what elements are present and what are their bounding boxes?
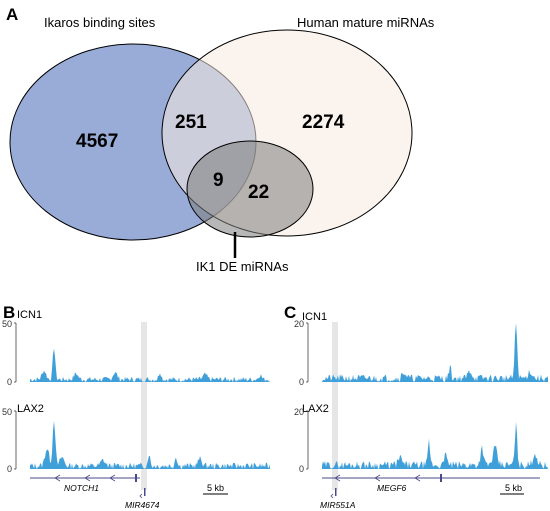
panel-letter-a: A [6,5,18,24]
mirna-arrow-b [139,493,143,499]
mirna-mark-c [335,488,337,496]
count-ikaros-only: 4567 [76,131,118,152]
count-mirna-only: 2274 [302,112,345,133]
panel-c: C ICN1 20 0 LAX2 20 0 MEGF6 MIR551A 5 kb [284,303,548,510]
track-label-b-icn1: ICN1 [17,309,42,321]
strand-arrows-b [54,474,116,482]
highlight-region-b [141,322,147,490]
gene-label-notch1: NOTCH1 [64,483,99,493]
scale-label-c: 5 kb [505,483,522,493]
panel-letter-c: C [284,303,296,322]
de-mirna-set-circle [186,140,314,238]
mirna-set-label: Human mature miRNAs [297,15,435,30]
count-all-three: 9 [213,170,224,191]
ymin-b-icn1: 0 [7,377,12,387]
mirna-label-c: MIR551A [320,500,356,510]
mirna-mark-b [144,488,146,496]
ikaros-set-label: Ikaros binding sites [44,15,156,30]
count-ikaros-mirna: 251 [175,112,207,133]
ymax-c-icn1: 20 [294,319,304,329]
mirna-label-b: MIR4674 [125,500,160,510]
track-label-b-lax2: LAX2 [17,403,44,415]
signal-track-c-lax2 [322,421,548,469]
ymin-b-lax2: 0 [7,464,12,474]
track-label-c-lax2: LAX2 [302,403,329,415]
track-label-c-icn1: ICN1 [302,311,327,323]
de-set-label: IK1 DE miRNAs [196,259,289,274]
signal-track-b-lax2 [30,420,270,469]
strand-arrows-c [334,474,421,482]
ymin-c-icn1: 0 [299,377,304,387]
count-mirna-de: 22 [248,182,269,203]
ymax-c-lax2: 20 [294,407,304,417]
gene-label-megf6: MEGF6 [377,483,407,493]
highlight-region-c [332,322,338,490]
exon-b [135,474,137,482]
ymax-b-icn1: 50 [2,319,12,329]
ymin-c-lax2: 0 [299,464,304,474]
panel-b: B ICN1 50 0 LAX2 50 0 NOTCH1 MIR4674 5 k… [2,303,270,510]
mirna-arrow-c [330,493,334,499]
scale-label-b: 5 kb [207,483,224,493]
exon-c [440,474,442,482]
signal-track-b-icn1 [30,348,270,382]
ymax-b-lax2: 50 [2,407,12,417]
panel-letter-b: B [3,303,15,322]
signal-track-c-icn1 [322,323,548,382]
